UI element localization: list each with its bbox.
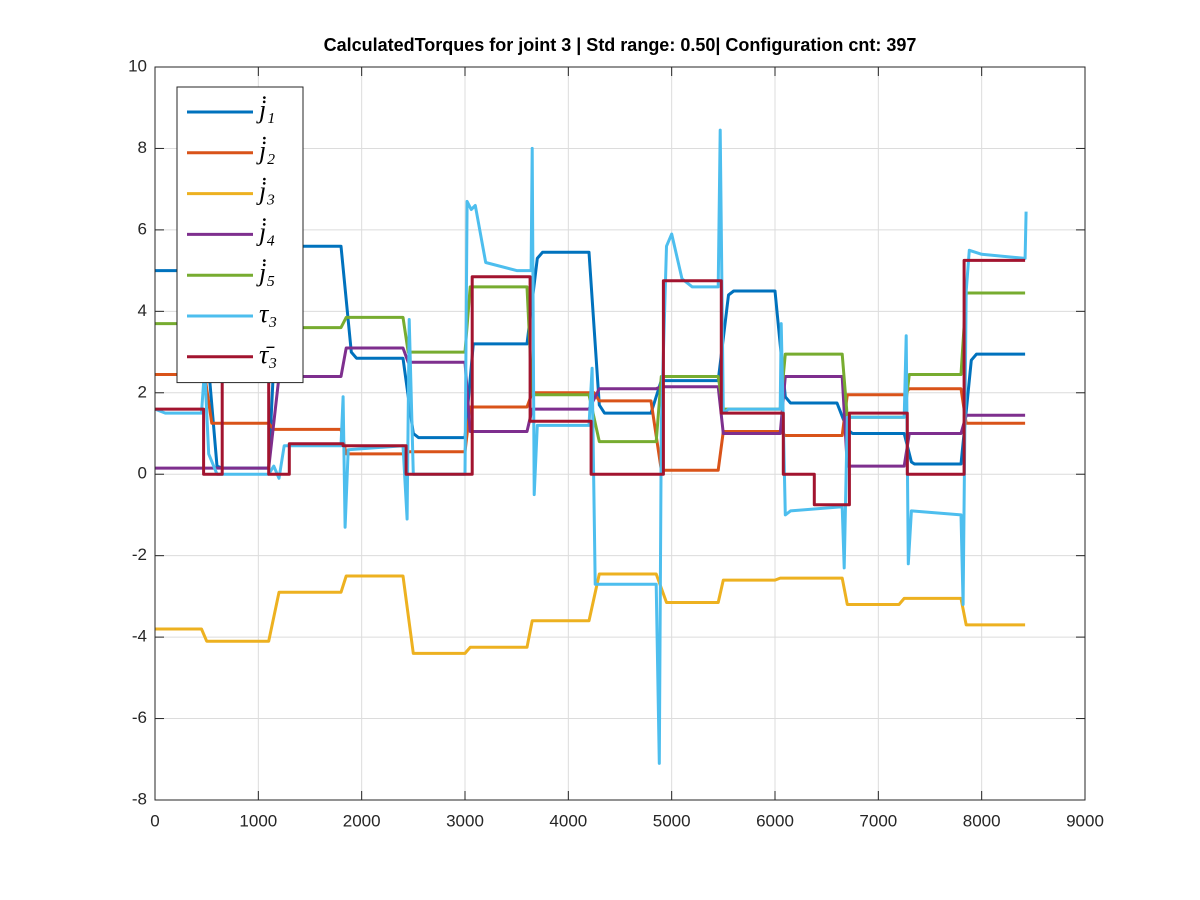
- x-tick-label: 2000: [343, 811, 381, 830]
- y-tick-label: -2: [132, 545, 147, 564]
- axes-box: [154, 66, 1086, 801]
- axes: 0 1000 2000 3000 4000 5000 6000 7000 8000 9000 -8 -…: [128, 56, 1104, 830]
- x-tick-label: 7000: [859, 811, 897, 830]
- legend-label: j̇₄: [256, 217, 275, 246]
- x-tick-label: 9000: [1066, 811, 1104, 830]
- x-tick-label: 1000: [239, 811, 277, 830]
- chart-title: CalculatedTorques for joint 3 | Std rang…: [324, 35, 917, 55]
- x-tick-label: 0: [150, 811, 159, 830]
- legend-label: τ₃: [259, 299, 277, 328]
- legend-label: j̇₁: [256, 95, 275, 124]
- legend-label: j̇₂: [256, 136, 275, 165]
- data-line: [155, 258, 1026, 507]
- legend-label: τ̄₃: [259, 340, 277, 369]
- data-line: [155, 572, 1026, 655]
- x-tick-label: 4000: [549, 811, 587, 830]
- y-tick-label: -4: [132, 627, 147, 646]
- data-line: [154, 128, 1028, 765]
- y-tick-label: 10: [128, 56, 147, 75]
- x-tick-label: 3000: [446, 811, 484, 830]
- y-tick-label: 4: [138, 301, 147, 320]
- x-tick-label: 6000: [756, 811, 794, 830]
- legend: j̇₁ j̇₂ j̇₃ j̇₄ j̇₅ τ₃ τ̄₃: [176, 86, 304, 384]
- y-tick-label: 6: [138, 219, 147, 238]
- y-tick-label: 0: [138, 464, 147, 483]
- legend-label: j̇₃: [256, 177, 275, 206]
- y-tick-label: -8: [132, 789, 147, 808]
- y-tick-label: 8: [138, 138, 147, 157]
- x-tick-label: 5000: [653, 811, 691, 830]
- x-tick-label: 8000: [963, 811, 1001, 830]
- legend-label: j̇₅: [256, 258, 275, 287]
- data-line: [155, 346, 1026, 470]
- y-tick-label: 2: [138, 382, 147, 401]
- y-tick-label: -6: [132, 708, 147, 727]
